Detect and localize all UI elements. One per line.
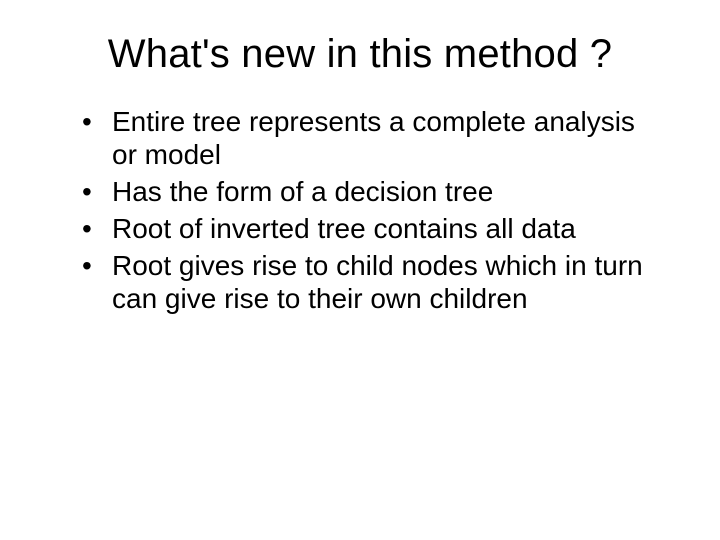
slide-title: What's new in this method ? [60, 32, 660, 77]
list-item: Has the form of a decision tree [82, 175, 660, 208]
slide: What's new in this method ? Entire tree … [0, 0, 720, 540]
list-item: Root of inverted tree contains all data [82, 212, 660, 245]
list-item: Entire tree represents a complete analys… [82, 105, 660, 171]
bullet-list: Entire tree represents a complete analys… [60, 105, 660, 315]
list-item: Root gives rise to child nodes which in … [82, 249, 660, 315]
